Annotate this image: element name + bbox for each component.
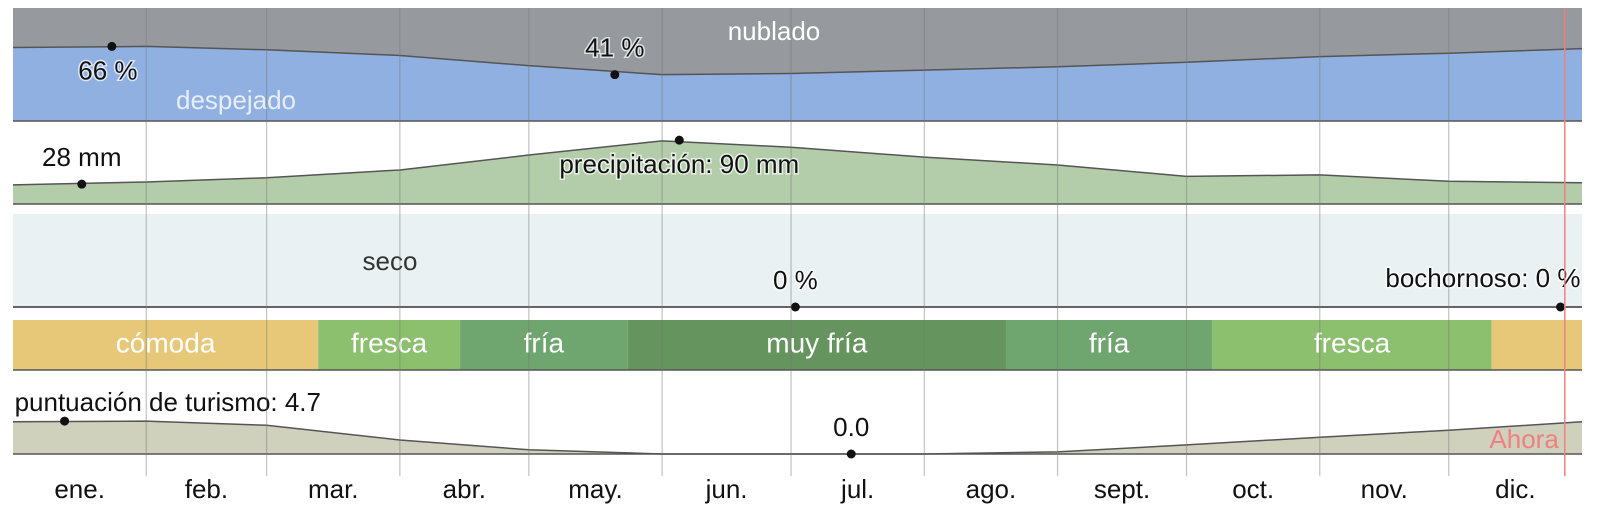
band-label: fresca [1314, 327, 1391, 358]
annotation-dot [107, 41, 117, 51]
annotation-label: puntuación de turismo: 4.7 [15, 387, 321, 417]
band-label: fría [524, 327, 565, 358]
region-label: despejado [176, 85, 296, 115]
temperature-band [1005, 320, 1213, 370]
temperature-band [460, 320, 628, 370]
temperature-band [1491, 320, 1582, 370]
annotation-label: precipitación: 90 mm [559, 149, 799, 179]
annotation-label: 41 % [585, 33, 644, 63]
annotation-dot [846, 449, 856, 459]
series-line [12, 140, 1583, 186]
area-fill [13, 421, 1582, 454]
month-label: may. [568, 474, 622, 504]
annotation-dot [790, 302, 800, 312]
series-line [12, 45, 1583, 76]
temperature-band [627, 320, 1006, 370]
month-label: nov. [1361, 474, 1408, 504]
region-label: nublado [728, 16, 821, 46]
panel-background [13, 214, 1582, 307]
month-label: dic. [1495, 474, 1535, 504]
area-fill [13, 46, 1582, 121]
month-label: jun. [705, 474, 748, 504]
annotation-dot [77, 179, 87, 189]
annotation-dot [674, 135, 684, 145]
band-label: fría [1089, 327, 1130, 358]
annotation-label: 0.0 [833, 412, 869, 442]
annotation-dot [610, 70, 620, 80]
month-label: feb. [185, 474, 228, 504]
area-fill [13, 140, 1582, 204]
now-label: Ahora [1489, 424, 1559, 454]
band-label: fresca [351, 327, 428, 358]
region-label: seco [363, 246, 418, 276]
month-label: sept. [1094, 474, 1150, 504]
month-label: ene. [54, 474, 105, 504]
temperature-band [13, 320, 319, 370]
annotation-label: 0 % [773, 265, 818, 295]
month-label: oct. [1232, 474, 1274, 504]
annotation-dot [60, 416, 70, 426]
annotation-label: bochornoso: 0 % [1385, 263, 1580, 293]
temperature-band [318, 320, 461, 370]
annotation-label: 66 % [78, 55, 137, 85]
band-label: cómoda [116, 327, 216, 358]
temperature-band [1212, 320, 1492, 370]
annotation-label: 28 mm [42, 142, 121, 172]
annotation-dot [1556, 302, 1566, 312]
month-label: abr. [443, 474, 486, 504]
month-label: ago. [966, 474, 1017, 504]
month-label: mar. [308, 474, 359, 504]
band-label: muy fría [766, 327, 868, 358]
month-label: jul. [840, 474, 874, 504]
